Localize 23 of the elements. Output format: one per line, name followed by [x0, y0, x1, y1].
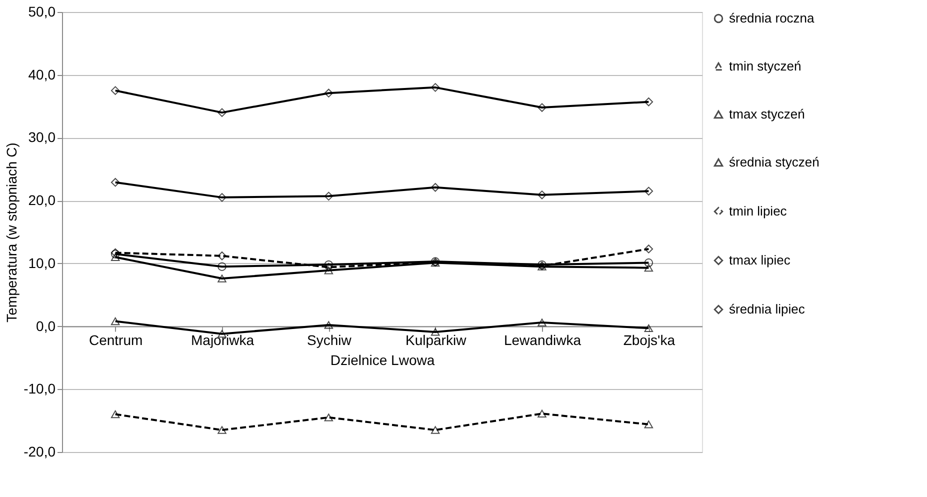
legend-label: średnia lipiec — [729, 302, 806, 316]
legend-label: tmax styczeń — [729, 106, 805, 122]
y-tick-label: 20,0 — [28, 192, 56, 208]
y-tick-label: 10,0 — [28, 254, 56, 271]
x-tick-label: Lewandiwka — [504, 332, 582, 348]
x-tick-label: Centrum — [88, 332, 143, 348]
legend-label: tmin lipiec — [729, 204, 788, 218]
y-tick-label: 0,0 — [36, 318, 56, 334]
legend-label: średnia styczeń — [729, 154, 820, 170]
y-tick-label: -20,0 — [24, 444, 56, 460]
x-tick-label: Zbojs'ka — [623, 332, 676, 348]
legend-label: średnia roczna — [729, 10, 816, 26]
y-tick-label: 30,0 — [28, 129, 56, 146]
x-tick-label: Majoriwka — [190, 332, 254, 348]
legend-label: tmin styczeń — [729, 58, 802, 74]
y-axis-title: Temperatura (w stopniach C) — [4, 142, 20, 322]
x-axis-title: Dzielnice Lwowa — [330, 352, 435, 368]
x-tick-label: Sychiw — [306, 332, 352, 348]
x-tick-label: Kulparkiw — [405, 332, 468, 348]
legend-label: tmax lipiec — [729, 252, 791, 268]
y-tick-label: 40,0 — [28, 66, 56, 82]
y-tick-label: -10,0 — [24, 380, 56, 397]
y-tick-label: 50,0 — [28, 4, 56, 20]
